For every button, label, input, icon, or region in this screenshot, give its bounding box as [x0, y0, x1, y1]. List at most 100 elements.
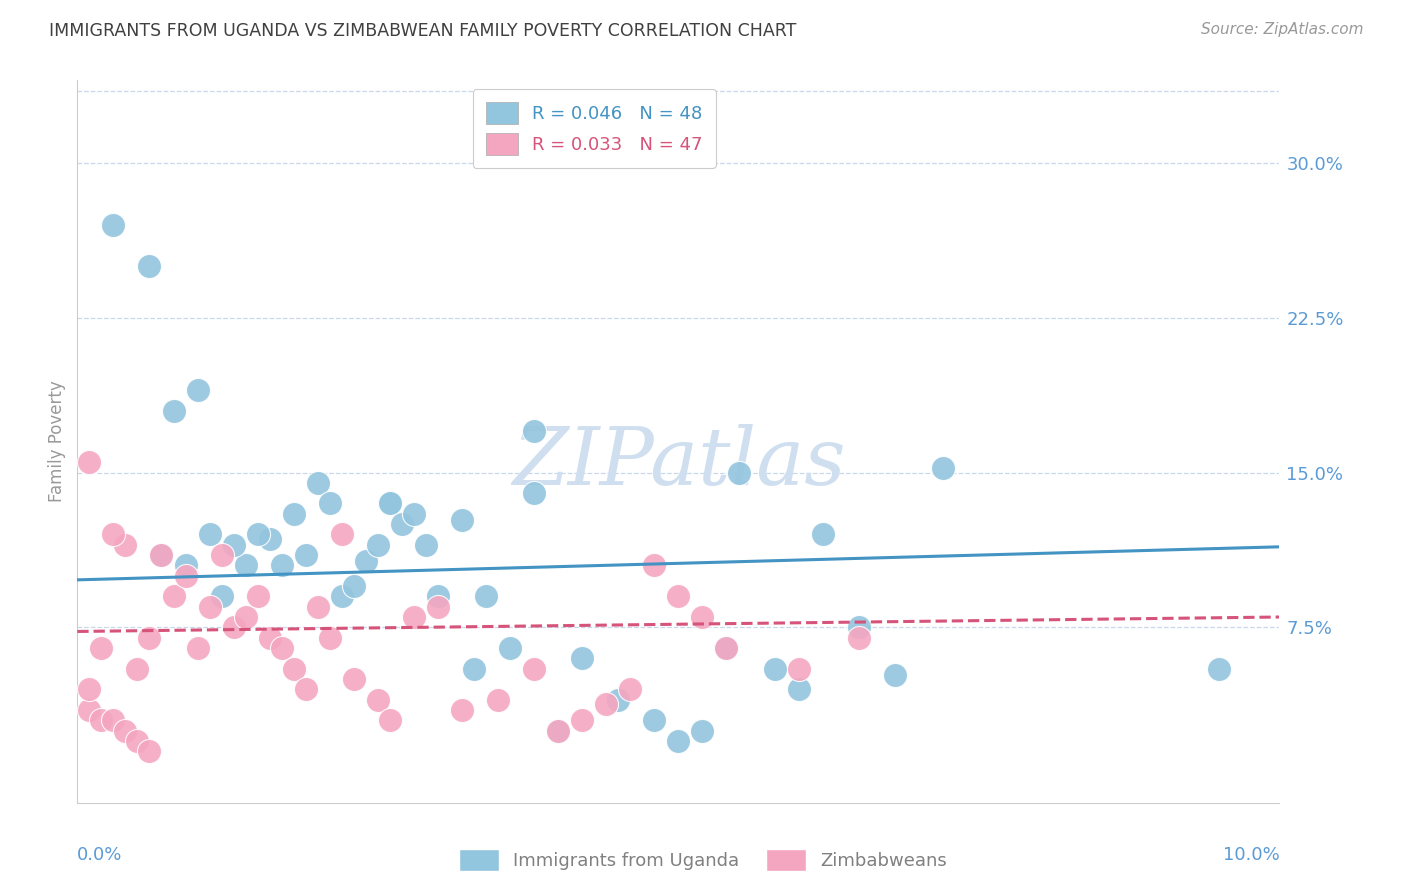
Point: [367, 538, 389, 552]
Point: [307, 475, 329, 490]
Point: [211, 590, 233, 604]
Point: [547, 723, 569, 738]
Point: [668, 590, 690, 604]
Point: [367, 692, 389, 706]
Point: [330, 590, 353, 604]
Y-axis label: Family Poverty: Family Poverty: [48, 381, 66, 502]
Legend: R = 0.046   N = 48, R = 0.033   N = 47: R = 0.046 N = 48, R = 0.033 N = 47: [472, 89, 716, 168]
Point: [427, 599, 450, 614]
Point: [716, 640, 738, 655]
Point: [138, 744, 160, 758]
Point: [198, 527, 221, 541]
Text: ZIPatlas: ZIPatlas: [512, 425, 845, 502]
Point: [127, 662, 149, 676]
Point: [643, 558, 665, 573]
Point: [211, 548, 233, 562]
Point: [162, 590, 184, 604]
Point: [415, 538, 437, 552]
Point: [138, 631, 160, 645]
Point: [643, 713, 665, 727]
Point: [283, 507, 305, 521]
Point: [343, 579, 366, 593]
Point: [79, 455, 101, 469]
Point: [354, 554, 377, 568]
Point: [319, 496, 342, 510]
Point: [114, 538, 136, 552]
Point: [186, 383, 209, 397]
Point: [150, 548, 173, 562]
Point: [114, 723, 136, 738]
Point: [162, 403, 184, 417]
Point: [692, 723, 714, 738]
Point: [763, 662, 786, 676]
Point: [378, 496, 401, 510]
Point: [668, 734, 690, 748]
Point: [90, 713, 112, 727]
Point: [571, 651, 593, 665]
Point: [103, 218, 125, 232]
Point: [222, 538, 245, 552]
Point: [547, 723, 569, 738]
Point: [595, 697, 617, 711]
Point: [186, 640, 209, 655]
Point: [259, 532, 281, 546]
Point: [727, 466, 749, 480]
Point: [343, 672, 366, 686]
Point: [222, 620, 245, 634]
Point: [523, 486, 546, 500]
Point: [499, 640, 522, 655]
Point: [848, 631, 870, 645]
Point: [402, 610, 425, 624]
Point: [90, 640, 112, 655]
Point: [811, 527, 834, 541]
Point: [787, 682, 810, 697]
Text: IMMIGRANTS FROM UGANDA VS ZIMBABWEAN FAMILY POVERTY CORRELATION CHART: IMMIGRANTS FROM UGANDA VS ZIMBABWEAN FAM…: [49, 22, 797, 40]
Point: [294, 548, 316, 562]
Point: [138, 259, 160, 273]
Point: [270, 640, 292, 655]
Point: [307, 599, 329, 614]
Point: [103, 527, 125, 541]
Point: [571, 713, 593, 727]
Point: [523, 424, 546, 438]
Legend: Immigrants from Uganda, Zimbabweans: Immigrants from Uganda, Zimbabweans: [451, 842, 955, 879]
Point: [174, 568, 197, 582]
Point: [427, 590, 450, 604]
Point: [174, 558, 197, 573]
Point: [378, 496, 401, 510]
Point: [692, 610, 714, 624]
Point: [235, 558, 257, 573]
Point: [246, 527, 269, 541]
Point: [716, 640, 738, 655]
Point: [198, 599, 221, 614]
Point: [451, 703, 474, 717]
Point: [79, 682, 101, 697]
Point: [787, 662, 810, 676]
Point: [619, 682, 641, 697]
Text: 0.0%: 0.0%: [77, 847, 122, 864]
Point: [1208, 662, 1230, 676]
Point: [259, 631, 281, 645]
Point: [150, 548, 173, 562]
Point: [79, 703, 101, 717]
Point: [475, 590, 498, 604]
Point: [463, 662, 485, 676]
Point: [235, 610, 257, 624]
Point: [319, 631, 342, 645]
Point: [883, 668, 905, 682]
Point: [378, 713, 401, 727]
Point: [270, 558, 292, 573]
Point: [391, 517, 413, 532]
Point: [283, 662, 305, 676]
Point: [127, 734, 149, 748]
Point: [932, 461, 955, 475]
Point: [486, 692, 509, 706]
Text: 10.0%: 10.0%: [1223, 847, 1279, 864]
Point: [294, 682, 316, 697]
Text: Source: ZipAtlas.com: Source: ZipAtlas.com: [1201, 22, 1364, 37]
Point: [451, 513, 474, 527]
Point: [523, 662, 546, 676]
Point: [330, 527, 353, 541]
Point: [848, 620, 870, 634]
Point: [607, 692, 630, 706]
